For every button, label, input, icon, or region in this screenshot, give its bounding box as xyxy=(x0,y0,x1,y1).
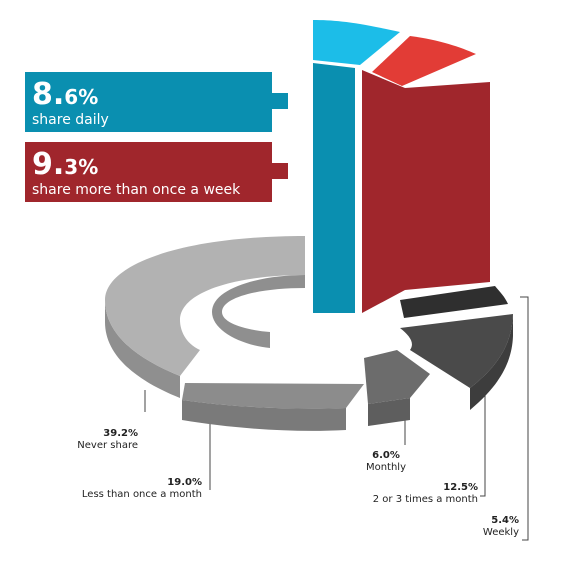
label-monthly-pct: 6.0% xyxy=(372,450,400,461)
label-never-share-pct: 39.2% xyxy=(103,428,138,439)
callout-weekly-bar xyxy=(25,142,272,202)
callout-weekly-pct-main: 9. xyxy=(32,147,65,182)
slice-less-than-monthly xyxy=(182,383,364,431)
callout-weekly-text: share more than once a week xyxy=(32,182,241,198)
label-two-three: 12.5% 2 or 3 times a month xyxy=(373,482,478,506)
slice-monthly xyxy=(364,350,430,426)
leader-two-three xyxy=(480,390,486,497)
callout-daily: 8.6% share daily xyxy=(32,77,109,129)
label-less-than-monthly-text: Less than once a month xyxy=(81,489,202,500)
slice-never-share xyxy=(105,236,305,398)
label-monthly-text: Monthly xyxy=(365,462,407,473)
label-two-three-text: 2 or 3 times a month xyxy=(372,494,478,505)
label-two-three-pct: 12.5% xyxy=(443,482,478,493)
label-weekly: 5.4% Weekly xyxy=(483,515,519,539)
callout-more-than-weekly: 9.3% share more than once a week xyxy=(32,147,241,199)
label-less-than-monthly: 19.0% Less than once a month xyxy=(82,477,202,501)
callout-daily-text: share daily xyxy=(32,112,109,128)
label-weekly-text: Weekly xyxy=(482,527,519,538)
callout-daily-bar xyxy=(25,72,272,132)
callout-daily-pct-main: 8. xyxy=(32,77,65,112)
callout-bars xyxy=(25,72,288,202)
label-never-share-text: Never share xyxy=(77,440,138,451)
callout-weekly-pct-rest: 3% xyxy=(64,155,99,179)
label-less-than-monthly-pct: 19.0% xyxy=(167,477,202,488)
label-never-share: 39.2% Never share xyxy=(77,428,138,452)
callout-daily-pct-rest: 6% xyxy=(64,85,99,109)
slice-daily xyxy=(313,20,400,313)
slice-more-than-weekly xyxy=(362,36,490,313)
slice-weekly xyxy=(400,286,508,318)
slice-two-three xyxy=(400,314,513,410)
leader-weekly xyxy=(520,296,529,541)
label-weekly-pct: 5.4% xyxy=(491,515,519,526)
label-monthly: 6.0% Monthly xyxy=(355,450,417,474)
